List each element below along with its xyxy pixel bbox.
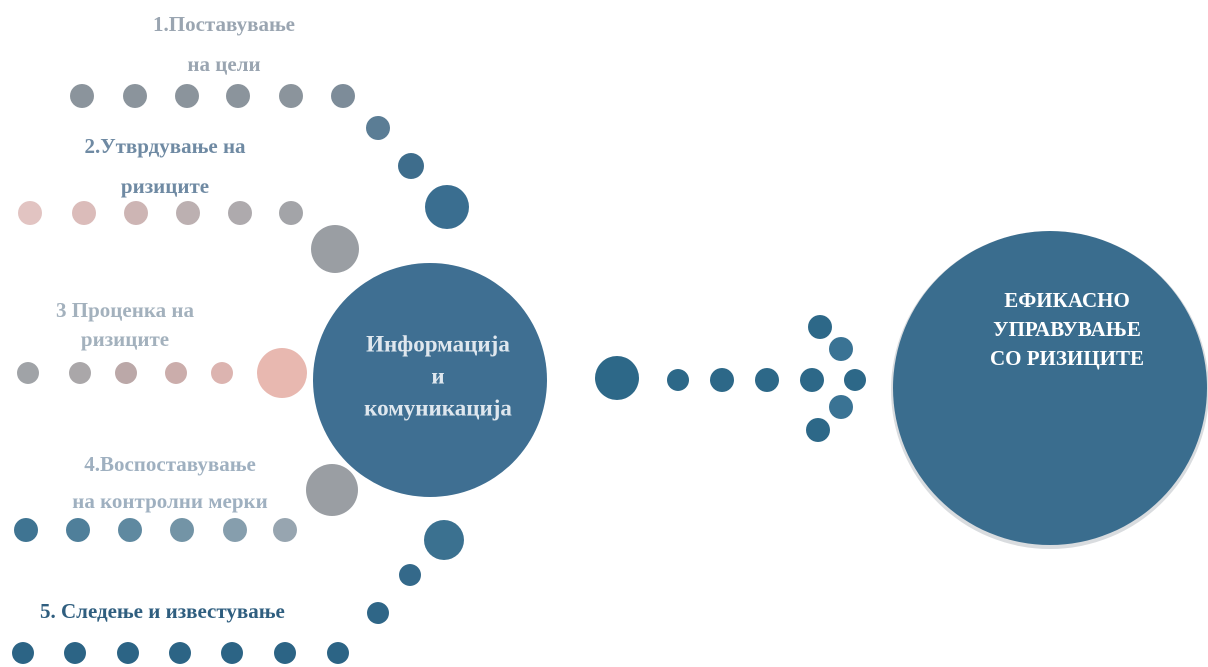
label: СО РИЗИЦИТЕ <box>990 346 1144 370</box>
dot <box>175 84 199 108</box>
dot <box>844 369 866 391</box>
dot <box>14 518 38 542</box>
dot <box>806 418 830 442</box>
dot <box>327 642 349 664</box>
dot <box>424 520 464 560</box>
dot <box>115 362 137 384</box>
dot <box>331 84 355 108</box>
dot <box>306 464 358 516</box>
label: 3 Проценка на <box>56 298 194 322</box>
dot <box>228 201 252 225</box>
dot <box>829 337 853 361</box>
dot <box>367 602 389 624</box>
label: на цели <box>187 52 260 76</box>
dot <box>755 368 779 392</box>
dot <box>165 362 187 384</box>
dot <box>17 362 39 384</box>
dot <box>70 84 94 108</box>
dot <box>311 225 359 273</box>
dot <box>274 642 296 664</box>
label: и <box>431 363 444 388</box>
dot <box>273 518 297 542</box>
dot <box>123 84 147 108</box>
label: 5. Следење и известување <box>40 599 285 623</box>
label: 2.Утврдување на <box>84 134 246 158</box>
dot <box>69 362 91 384</box>
dot <box>169 642 191 664</box>
dot <box>226 84 250 108</box>
dot <box>667 369 689 391</box>
center-circle <box>313 263 547 497</box>
dot <box>64 642 86 664</box>
dot <box>800 368 824 392</box>
label: УПРАВУВАЊЕ <box>993 317 1141 341</box>
dot <box>398 153 424 179</box>
dot <box>279 201 303 225</box>
dot <box>399 564 421 586</box>
dot <box>66 518 90 542</box>
dot <box>808 315 832 339</box>
dot <box>710 368 734 392</box>
dot <box>117 642 139 664</box>
dot <box>366 116 390 140</box>
target-circle <box>893 231 1207 545</box>
label: Информација <box>366 331 510 356</box>
dot <box>829 395 853 419</box>
dot <box>211 362 233 384</box>
dot <box>118 518 142 542</box>
dot <box>12 642 34 664</box>
dot <box>425 185 469 229</box>
dot <box>221 642 243 664</box>
label: на контролни мерки <box>72 489 267 513</box>
label: ризиците <box>81 327 169 351</box>
dot <box>72 201 96 225</box>
label: ЕФИКАСНО <box>1004 288 1130 312</box>
dot <box>223 518 247 542</box>
label: ризиците <box>121 174 209 198</box>
dots <box>12 84 1208 664</box>
dot <box>18 201 42 225</box>
label: комуникација <box>364 395 512 420</box>
label: 4.Воспоставување <box>84 452 256 476</box>
dot <box>124 201 148 225</box>
dot <box>257 348 307 398</box>
dot <box>595 356 639 400</box>
label: 1.Поставување <box>153 12 295 36</box>
dot <box>279 84 303 108</box>
dot <box>170 518 194 542</box>
dot <box>176 201 200 225</box>
